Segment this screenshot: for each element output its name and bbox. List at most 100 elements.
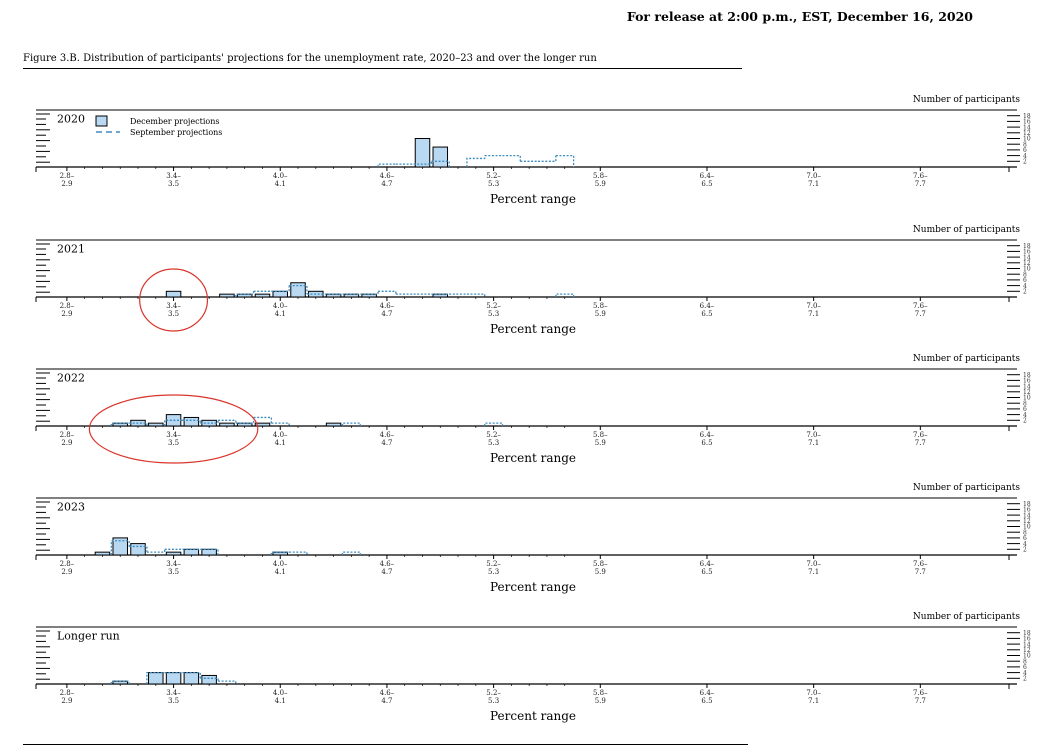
september-outline [289, 551, 308, 555]
y-tick-label: 2 [1023, 547, 1027, 554]
x-tick-label: 5.2– [486, 560, 501, 568]
x-axis-title: Percent range [490, 580, 576, 594]
september-outline [413, 161, 433, 165]
y-tick-label: 18 [1023, 372, 1031, 379]
x-tick-label: 6.5 [701, 697, 712, 705]
x-tick-label: 5.2– [486, 689, 501, 697]
x-tick-label: 4.6– [380, 431, 395, 439]
x-tick-label: 7.0– [806, 689, 821, 697]
x-tick-label: 7.0– [806, 560, 821, 568]
x-tick-label: 4.1 [275, 568, 286, 576]
y-tick-label: 4 [1023, 541, 1027, 548]
x-tick-label: 3.4– [166, 560, 181, 568]
x-tick-label: 2.9 [61, 310, 72, 318]
december-bar [183, 416, 200, 427]
y-tick-label: 18 [1023, 501, 1031, 508]
y-tick-label: 6 [1023, 147, 1027, 154]
y-tick-label: 18 [1023, 630, 1031, 637]
y-tick-label: 2 [1023, 289, 1027, 296]
x-tick-label: 6.5 [701, 568, 712, 576]
y-tick-label: 10 [1023, 266, 1031, 273]
y-tick-label: 2 [1023, 676, 1027, 683]
x-tick-label: 6.4– [700, 560, 715, 568]
september-outline [200, 677, 219, 682]
x-tick-label: 4.1 [275, 697, 286, 705]
september-outline [555, 293, 575, 297]
x-tick-label: 6.5 [701, 180, 712, 188]
x-axis-title: Percent range [490, 322, 576, 336]
y-tick-label: 10 [1023, 136, 1031, 143]
x-axis-title: Percent range [490, 451, 576, 465]
x-tick-label: 4.6– [380, 172, 395, 180]
december-bar [414, 138, 431, 168]
x-tick-label: 4.0– [273, 172, 288, 180]
x-tick-label: 4.7 [381, 439, 392, 447]
x-tick-label: 3.4– [166, 431, 181, 439]
x-tick-label: 7.1 [808, 439, 819, 447]
september-outline [200, 420, 219, 424]
december-bar [325, 422, 342, 427]
x-tick-label: 5.3 [488, 568, 499, 576]
legend-december-swatch [95, 115, 108, 127]
september-outline [555, 154, 575, 167]
december-bar [219, 422, 235, 427]
x-tick-label: 6.5 [701, 439, 712, 447]
x-tick-label: 4.0– [273, 560, 288, 568]
x-tick-label: 6.4– [700, 172, 715, 180]
x-tick-label: 5.8– [593, 302, 608, 310]
december-bar [148, 672, 164, 685]
december-bar [183, 672, 200, 685]
panel-label: 2020 [57, 113, 85, 126]
x-tick-label: 7.1 [808, 310, 819, 318]
x-tick-label: 4.1 [275, 439, 286, 447]
y-axis-title: Number of participants [913, 612, 1020, 622]
y-tick-label: 4 [1023, 412, 1027, 419]
x-axis-title: Percent range [490, 709, 576, 723]
y-tick-label: 8 [1023, 400, 1027, 407]
x-tick-label: 4.6– [380, 560, 395, 568]
x-tick-label: 4.6– [380, 689, 395, 697]
september-outline [218, 680, 237, 684]
x-tick-label: 7.6– [913, 689, 928, 697]
december-bar [130, 543, 146, 556]
x-tick-label: 5.8– [593, 689, 608, 697]
x-tick-label: 3.4– [166, 689, 181, 697]
x-tick-label: 2.9 [61, 439, 72, 447]
september-outline [218, 419, 237, 424]
y-axis-title: Number of participants [913, 95, 1020, 105]
x-tick-label: 2.8– [60, 172, 75, 180]
bottom-rule [23, 744, 748, 745]
panel-label: 2021 [57, 243, 85, 256]
y-tick-label: 16 [1023, 249, 1031, 256]
panel-label: 2023 [57, 501, 85, 514]
y-tick-label: 2 [1023, 159, 1027, 166]
september-outline [164, 419, 183, 426]
september-outline [538, 155, 557, 162]
december-bar [165, 672, 182, 685]
x-tick-label: 2.8– [60, 560, 75, 568]
x-tick-label: 3.5 [168, 180, 179, 188]
x-tick-label: 7.6– [913, 431, 928, 439]
x-tick-label: 5.2– [486, 431, 501, 439]
x-tick-label: 5.9 [595, 439, 606, 447]
x-tick-label: 3.5 [168, 310, 179, 318]
september-outline [146, 671, 165, 684]
december-bar [201, 674, 217, 685]
x-tick-label: 7.0– [806, 431, 821, 439]
y-tick-label: 16 [1023, 636, 1031, 643]
y-tick-label: 14 [1023, 254, 1031, 261]
x-tick-label: 4.7 [381, 310, 392, 318]
x-tick-label: 4.1 [275, 180, 286, 188]
x-tick-label: 7.7 [915, 568, 926, 576]
x-axis-title: Percent range [490, 192, 576, 206]
december-bar [112, 537, 128, 556]
y-tick-label: 4 [1023, 283, 1027, 290]
september-outline [235, 291, 255, 297]
september-outline [110, 422, 130, 426]
x-tick-label: 5.3 [488, 310, 499, 318]
x-tick-label: 4.0– [273, 431, 288, 439]
december-bar [254, 293, 271, 298]
